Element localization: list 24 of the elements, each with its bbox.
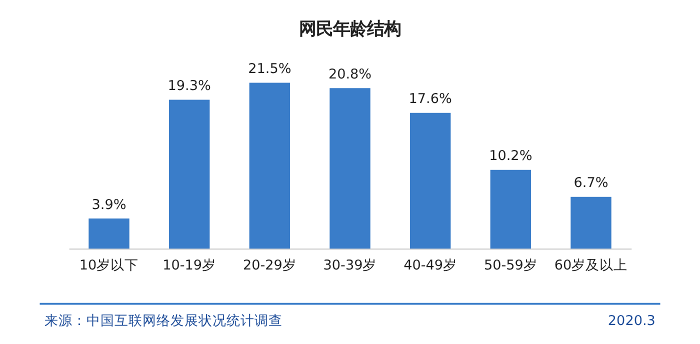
bar	[410, 112, 451, 249]
x-tick-label: 10-19岁	[162, 257, 216, 274]
bar	[490, 170, 532, 249]
bar	[168, 100, 210, 249]
chart-title: 网民年龄结构	[299, 19, 401, 40]
data-label: 19.3%	[168, 78, 211, 94]
x-tick-label: 20-29岁	[242, 257, 296, 274]
text: 2020.3	[608, 313, 656, 330]
x-tick-label: 30-39岁	[323, 257, 377, 274]
bar	[330, 88, 370, 249]
data-label: 20.8%	[328, 66, 372, 82]
x-tick-label: 40-49岁	[404, 257, 458, 274]
data-label: 10.2%	[489, 148, 532, 164]
bar	[88, 218, 130, 249]
data-label: 17.6%	[408, 91, 452, 108]
x-tick-label: 10岁以下	[79, 257, 139, 274]
source-note: 来源：中国互联网络发展状况统计调查	[44, 313, 283, 330]
x-tick-label: 50-59岁	[484, 257, 538, 274]
data-label: 3.9%	[92, 196, 126, 213]
data-label: 21.5%	[248, 61, 292, 78]
data-label: 6.7%	[574, 175, 608, 192]
x-tick-label: 60岁及以上	[554, 257, 628, 274]
bar	[249, 82, 290, 249]
bar	[570, 196, 612, 249]
